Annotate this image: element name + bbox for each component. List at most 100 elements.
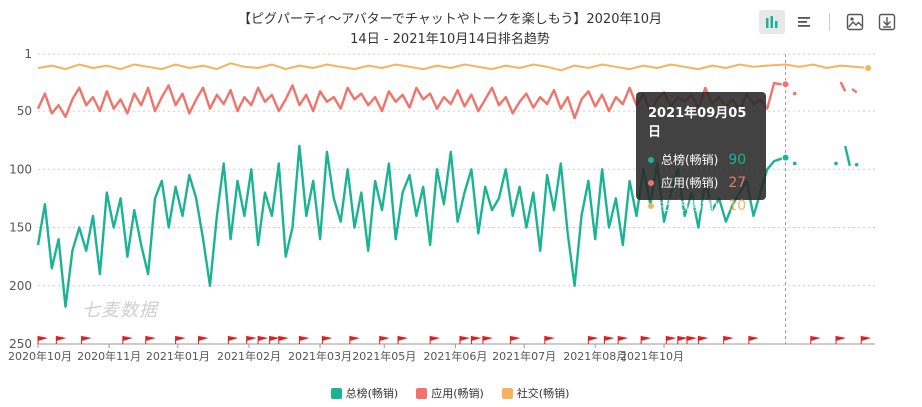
y-tick-label: 100 <box>9 162 32 176</box>
x-tick-label: 2021年08月 <box>563 349 627 363</box>
flag-banner <box>723 336 734 341</box>
legend-item-app[interactable]: 应用(畅销) <box>416 385 484 401</box>
tooltip-dot-icon <box>648 179 654 186</box>
x-axis: 2020年10月 2020年11月 2021年01月 2021年02月 2021年03月… <box>8 343 875 363</box>
tooltip-row: 总榜(畅销) 90 <box>648 148 754 171</box>
flag-icon <box>321 336 333 344</box>
legend-label: 社交(畅销) <box>516 387 570 400</box>
chart-legend: 总榜(畅销) 应用(畅销) 社交(畅销) <box>0 385 900 401</box>
flag-icon <box>835 336 847 344</box>
flag-banner <box>748 336 759 341</box>
flag-icon <box>603 336 615 344</box>
flag-banner <box>430 336 441 341</box>
flag-icon <box>686 336 697 344</box>
tooltip-date: 2021年09月05日 <box>648 106 747 140</box>
flag-icon <box>697 336 709 344</box>
x-tick-label: 2021年06月 <box>423 349 487 363</box>
y-tick-label: 1 <box>24 47 32 61</box>
tooltip-series-value: 27 <box>728 174 747 191</box>
flag-banner <box>278 336 289 341</box>
flag-banner <box>686 336 697 341</box>
series-fragment-point <box>792 161 797 166</box>
flag-banner <box>618 336 629 341</box>
flag-icon <box>482 336 493 344</box>
x-tick-label: 2021年10月 <box>620 349 684 363</box>
flag-icon <box>587 336 599 344</box>
save-icon[interactable] <box>874 10 900 34</box>
list-icon[interactable] <box>791 10 817 34</box>
flag-icon <box>298 336 310 344</box>
legend-item-total[interactable]: 总榜(畅销) <box>330 385 399 401</box>
legend-swatch <box>501 387 513 399</box>
flag-icon <box>37 336 48 344</box>
flag-banner <box>38 336 48 341</box>
flag-banner <box>810 336 821 341</box>
flag-banner <box>349 336 360 341</box>
flag-icon <box>269 336 280 344</box>
flag-banner <box>228 336 239 341</box>
flag-icon <box>175 336 186 344</box>
flag-banner <box>198 336 209 341</box>
flag-banner <box>299 336 310 341</box>
flag-banner <box>379 336 390 341</box>
flag-icon <box>810 336 821 344</box>
series-fragment-point <box>834 161 838 166</box>
legend-label: 总榜(畅销) <box>345 387 399 400</box>
flag-banner <box>698 336 709 341</box>
flag-icon <box>145 336 156 344</box>
flag-icon <box>459 336 470 344</box>
flag-banner <box>588 336 599 341</box>
flag-icon <box>677 336 688 344</box>
legend-swatch <box>416 387 428 399</box>
flag-icon <box>665 336 677 344</box>
flag-banner <box>482 336 493 341</box>
flag-banner <box>398 336 409 341</box>
chart-tooltip: 2021年09月05日 总榜(畅销) 90 应用(畅销) 27 社交(畅销) 1… <box>636 92 766 214</box>
series-line <box>37 62 869 72</box>
series-fragment <box>839 81 847 92</box>
flag-banner <box>145 336 156 341</box>
flag-icon <box>349 336 360 344</box>
flag-icon <box>81 336 92 344</box>
hover-point <box>781 80 790 89</box>
series-fragment <box>844 145 851 167</box>
tooltip-row: 应用(畅销) 27 <box>648 171 754 194</box>
hover-point <box>864 63 873 72</box>
flag-icon <box>278 336 289 344</box>
event-flags <box>37 336 872 344</box>
flag-banner <box>471 336 482 341</box>
tooltip-series-name: 社交(畅销) <box>661 199 719 213</box>
legend-label: 应用(畅销) <box>431 387 484 400</box>
flag-banner <box>510 336 521 341</box>
flag-banner <box>122 336 133 341</box>
x-tick-label: 2021年05月 <box>352 349 416 363</box>
flag-banner <box>56 336 67 341</box>
tooltip-dot-icon <box>648 202 654 209</box>
tooltip-dot-icon <box>648 156 654 163</box>
image-download-icon[interactable] <box>842 10 868 34</box>
flag-icon <box>379 336 390 344</box>
flag-icon <box>55 336 67 344</box>
x-tick-label: 2021年01月 <box>146 349 210 363</box>
flag-icon <box>429 336 441 344</box>
flag-icon <box>748 336 759 344</box>
series-fragment-point <box>854 162 859 167</box>
y-tick-label: 250 <box>9 337 32 351</box>
flag-icon <box>544 336 555 344</box>
flag-banner <box>666 336 677 341</box>
flag-banner <box>641 336 652 341</box>
chart-title-line1: 【ピグパーティ～アバターでチャットやトークを楽しもう】2020年10月 <box>237 12 663 27</box>
flag-banner <box>81 336 92 341</box>
bar-chart-icon[interactable] <box>759 10 785 34</box>
flag-icon <box>509 336 521 344</box>
legend-item-social[interactable]: 社交(畅销) <box>501 385 570 401</box>
flag-icon <box>640 336 652 344</box>
series-line <box>36 144 786 308</box>
x-tick-label: 2020年11月 <box>77 349 141 363</box>
flag-banner <box>836 336 847 341</box>
y-tick-label: 50 <box>17 104 32 118</box>
x-tick-label: 2021年07月 <box>492 349 556 363</box>
series-fragment-point <box>792 91 797 96</box>
